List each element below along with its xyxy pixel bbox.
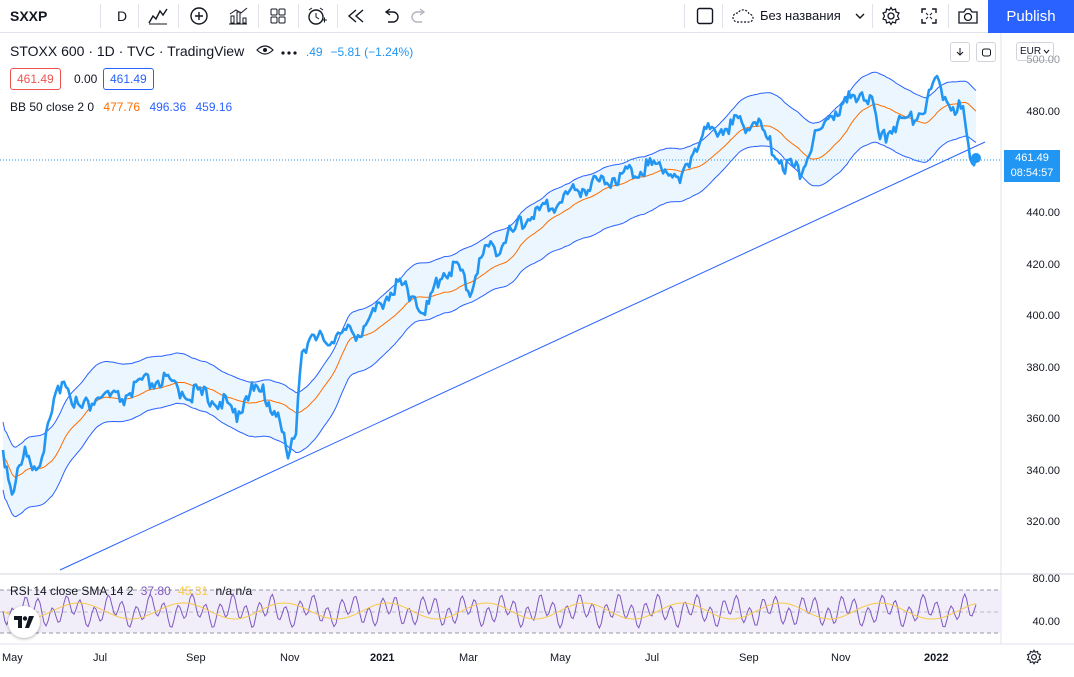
tradingview-logo[interactable] bbox=[8, 606, 40, 638]
time-tick: 2021 bbox=[370, 652, 395, 664]
chart-settings-gear-icon[interactable] bbox=[1026, 649, 1042, 670]
camera-icon[interactable] bbox=[955, 3, 981, 29]
rsi-label: RSI 14 close SMA 14 2 bbox=[10, 584, 134, 598]
publish-button[interactable]: Publish bbox=[988, 0, 1074, 33]
price-tick: 500.00 bbox=[1026, 54, 1060, 66]
series-legend[interactable]: STOXX 600 · 1D · TVC · TradingView .49 −… bbox=[10, 43, 413, 59]
price-line[interactable] bbox=[1, 74, 978, 496]
rsi-value: 37.80 bbox=[140, 584, 171, 598]
divider bbox=[100, 4, 101, 28]
time-tick: Sep bbox=[739, 652, 759, 664]
price-tick: 440.00 bbox=[1026, 207, 1060, 219]
divider bbox=[948, 4, 949, 28]
last-price-value: 461.49 bbox=[1015, 152, 1049, 164]
bar-countdown: 08:54:57 bbox=[1010, 167, 1054, 179]
series-title: STOXX 600 · 1D · TVC · TradingView bbox=[10, 43, 245, 59]
rsi-sma-value: 45.31 bbox=[178, 584, 209, 598]
time-tick: May bbox=[550, 652, 571, 664]
divider bbox=[684, 4, 685, 28]
templates-icon[interactable] bbox=[265, 3, 291, 29]
time-tick: Mar bbox=[459, 652, 478, 664]
last-price-partial: .49 bbox=[305, 45, 323, 59]
layout-name-button[interactable]: Без названия bbox=[760, 8, 841, 23]
rsi-sma-line[interactable] bbox=[2, 602, 977, 620]
add-indicator-icon[interactable] bbox=[186, 3, 212, 29]
divider bbox=[258, 4, 259, 28]
divider bbox=[178, 4, 179, 28]
price-tick: 480.00 bbox=[1026, 106, 1060, 118]
trend-line[interactable] bbox=[59, 141, 986, 571]
rsi-extra-value: n/a n/a bbox=[215, 584, 253, 598]
gear-icon[interactable] bbox=[878, 3, 904, 29]
currency-label: EUR bbox=[1019, 46, 1042, 57]
time-tick: Nov bbox=[280, 652, 300, 664]
price-tick: 400.00 bbox=[1026, 310, 1060, 322]
rsi-line[interactable] bbox=[2, 592, 977, 630]
price-tick: 420.00 bbox=[1026, 259, 1060, 271]
refresh-icon[interactable] bbox=[976, 42, 996, 62]
chart-type-icon[interactable] bbox=[145, 3, 171, 29]
price-tick: 360.00 bbox=[1026, 413, 1060, 425]
rsi-tick: 80.00 bbox=[1032, 573, 1060, 585]
down-arrow-icon[interactable] bbox=[950, 42, 970, 62]
rsi-tick: 40.00 bbox=[1032, 616, 1060, 628]
symbol-search-button[interactable]: SXXP bbox=[10, 8, 48, 24]
time-tick: 2022 bbox=[924, 652, 949, 664]
alert-icon[interactable] bbox=[303, 3, 331, 29]
divider bbox=[722, 4, 723, 28]
redo-icon[interactable] bbox=[406, 3, 432, 29]
time-tick: Jul bbox=[645, 652, 660, 664]
chevron-down-icon[interactable] bbox=[852, 3, 868, 29]
indicators-icon[interactable] bbox=[225, 3, 251, 29]
time-tick: Nov bbox=[831, 652, 851, 664]
price-change: −5.81 (−1.24%) bbox=[330, 45, 414, 59]
top-toolbar: SXXP D Без названия bbox=[0, 0, 1074, 33]
replay-icon[interactable] bbox=[343, 3, 369, 29]
time-tick: Jul bbox=[93, 652, 108, 664]
undo-icon[interactable] bbox=[378, 3, 404, 29]
currency-selector[interactable]: EUR bbox=[1016, 42, 1054, 61]
last-price-marker bbox=[971, 153, 981, 163]
price-tick: 380.00 bbox=[1026, 362, 1060, 374]
more-icon[interactable] bbox=[280, 43, 302, 59]
time-tick: Sep bbox=[186, 652, 206, 664]
bb-label: BB 50 close 2 0 bbox=[10, 100, 95, 114]
time-tick: May bbox=[2, 652, 23, 664]
fullscreen-icon[interactable] bbox=[916, 3, 942, 29]
bb-basis-value: 477.76 bbox=[103, 100, 141, 114]
bb-legend[interactable]: BB 50 close 2 0 477.76 496.36 459.16 bbox=[10, 100, 232, 114]
bb-lower-value: 459.16 bbox=[195, 100, 233, 114]
divider bbox=[872, 4, 873, 28]
divider bbox=[337, 4, 338, 28]
price-tick: 340.00 bbox=[1026, 465, 1060, 477]
bb-lower-line[interactable] bbox=[2, 135, 977, 518]
spread-value: 0.00 bbox=[74, 72, 98, 86]
bb-upper-line[interactable] bbox=[2, 71, 977, 448]
cloud-icon bbox=[730, 3, 756, 29]
select-layout-icon[interactable] bbox=[693, 3, 717, 29]
interval-button[interactable]: D bbox=[116, 8, 128, 24]
divider bbox=[298, 4, 299, 28]
eye-icon[interactable] bbox=[256, 43, 276, 59]
divider bbox=[138, 4, 139, 28]
bb-upper-value: 496.36 bbox=[149, 100, 187, 114]
ask-button[interactable]: 461.49 bbox=[103, 68, 154, 90]
rsi-legend[interactable]: RSI 14 close SMA 14 2 37.80 45.31 n/a n/… bbox=[10, 584, 252, 598]
last-price-label: 461.49 08:54:57 bbox=[1004, 150, 1060, 182]
bb-basis-line[interactable] bbox=[2, 101, 977, 478]
bid-button[interactable]: 461.49 bbox=[10, 68, 61, 90]
chart-canvas[interactable] bbox=[0, 33, 1074, 677]
price-tick: 320.00 bbox=[1026, 516, 1060, 528]
bollinger-band-fill bbox=[3, 72, 976, 517]
